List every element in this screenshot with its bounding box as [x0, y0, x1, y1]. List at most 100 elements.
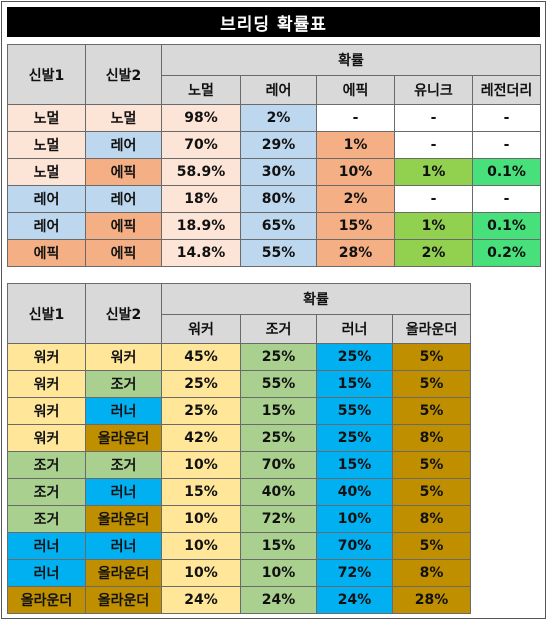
- probability-cell: 18%: [161, 185, 241, 213]
- shoe2-cell: 노멀: [85, 104, 162, 132]
- probability-cell: 25%: [316, 424, 393, 452]
- type-probability-table: 신발1 신발2 확률 워커 조거 러너 올라운더 워커 워커 45% 25% 25% 5%…: [7, 283, 471, 614]
- shoe1-cell: 조거: [7, 451, 86, 479]
- shoe1-cell: 노멀: [7, 131, 86, 159]
- probability-cell: 15%: [316, 370, 393, 398]
- shoe2-cell: 조거: [85, 451, 162, 479]
- shoe2-cell: 러너: [85, 478, 162, 506]
- header-rare: 레어: [240, 75, 317, 105]
- shoe2-cell: 올라운더: [85, 505, 162, 533]
- page-title: 브리딩 확률표: [7, 7, 540, 37]
- probability-cell: 25%: [161, 370, 241, 398]
- probability-cell: 5%: [392, 370, 471, 398]
- header-unique: 유니크: [394, 75, 473, 105]
- probability-cell: 2%: [394, 239, 473, 267]
- probability-cell: -: [316, 104, 395, 132]
- probability-cell: 40%: [316, 478, 393, 506]
- table-row: 워커 러너 25% 15% 55% 5%: [7, 397, 471, 425]
- shoe1-cell: 노멀: [7, 104, 86, 132]
- probability-cell: 58.9%: [161, 158, 241, 186]
- probability-cell: -: [394, 131, 473, 159]
- probability-cell: 8%: [392, 424, 471, 452]
- probability-cell: 14.8%: [161, 239, 241, 267]
- probability-cell: 10%: [161, 451, 241, 479]
- probability-cell: 65%: [240, 212, 317, 240]
- shoe1-cell: 러너: [7, 532, 86, 560]
- shoe1-cell: 조거: [7, 505, 86, 533]
- table-row: 레어 에픽 18.9% 65% 15% 1% 0.1%: [7, 212, 541, 240]
- probability-cell: 15%: [240, 397, 317, 425]
- shoe1-cell: 에픽: [7, 239, 86, 267]
- shoe2-cell: 워커: [85, 343, 162, 371]
- table-row: 조거 조거 10% 70% 15% 5%: [7, 451, 471, 479]
- probability-cell: 15%: [316, 212, 395, 240]
- shoe1-cell: 러너: [7, 559, 86, 587]
- table-row: 노멀 에픽 58.9% 30% 10% 1% 0.1%: [7, 158, 541, 186]
- probability-cell: 40%: [240, 478, 317, 506]
- shoe1-cell: 올라운더: [7, 586, 86, 614]
- probability-cell: 2%: [240, 104, 317, 132]
- header-shoe1: 신발1: [7, 283, 86, 344]
- probability-cell: 10%: [316, 158, 395, 186]
- probability-cell: 25%: [316, 343, 393, 371]
- probability-cell: -: [472, 104, 541, 132]
- probability-cell: 25%: [240, 343, 317, 371]
- table-row: 러너 러너 10% 15% 70% 5%: [7, 532, 471, 560]
- probability-cell: 1%: [394, 212, 473, 240]
- shoe2-cell: 레어: [85, 185, 162, 213]
- probability-cell: 10%: [240, 559, 317, 587]
- header-legendary: 레전더리: [472, 75, 541, 105]
- probability-cell: 72%: [240, 505, 317, 533]
- probability-cell: 15%: [161, 478, 241, 506]
- probability-cell: 30%: [240, 158, 317, 186]
- probability-cell: 8%: [392, 505, 471, 533]
- table-row: 워커 조거 25% 55% 15% 5%: [7, 370, 471, 398]
- probability-cell: 28%: [316, 239, 395, 267]
- probability-cell: 0.2%: [472, 239, 541, 267]
- probability-cell: 55%: [240, 239, 317, 267]
- probability-cell: 45%: [161, 343, 241, 371]
- shoe1-cell: 레어: [7, 185, 86, 213]
- probability-cell: 80%: [240, 185, 317, 213]
- table-row: 워커 워커 45% 25% 25% 5%: [7, 343, 471, 371]
- header-probability: 확률: [161, 44, 541, 76]
- table-row: 조거 러너 15% 40% 40% 5%: [7, 478, 471, 506]
- probability-cell: 70%: [316, 532, 393, 560]
- probability-cell: 0.1%: [472, 212, 541, 240]
- probability-cell: 0.1%: [472, 158, 541, 186]
- probability-cell: -: [394, 104, 473, 132]
- shoe2-cell: 에픽: [85, 158, 162, 186]
- probability-cell: 55%: [316, 397, 393, 425]
- probability-cell: 10%: [316, 505, 393, 533]
- probability-cell: 5%: [392, 478, 471, 506]
- header-allrounder: 올라운더: [392, 314, 471, 344]
- header-shoe1: 신발1: [7, 44, 86, 105]
- header-walker: 워커: [161, 314, 241, 344]
- shoe2-cell: 에픽: [85, 212, 162, 240]
- table-row: 레어 레어 18% 80% 2% - -: [7, 185, 541, 213]
- probability-cell: 8%: [392, 559, 471, 587]
- shoe1-cell: 워커: [7, 397, 86, 425]
- probability-cell: 25%: [240, 424, 317, 452]
- table-row: 노멀 노멀 98% 2% - - -: [7, 104, 541, 132]
- probability-cell: 55%: [240, 370, 317, 398]
- header-epic: 에픽: [316, 75, 395, 105]
- probability-cell: 70%: [240, 451, 317, 479]
- shoe1-cell: 노멀: [7, 158, 86, 186]
- shoe2-cell: 러너: [85, 532, 162, 560]
- probability-cell: 10%: [161, 532, 241, 560]
- header-runner: 러너: [316, 314, 393, 344]
- probability-cell: -: [472, 185, 541, 213]
- table-row: 워커 올라운더 42% 25% 25% 8%: [7, 424, 471, 452]
- probability-cell: 24%: [240, 586, 317, 614]
- shoe2-cell: 에픽: [85, 239, 162, 267]
- probability-cell: 15%: [316, 451, 393, 479]
- probability-cell: 72%: [316, 559, 393, 587]
- header-shoe2: 신발2: [85, 283, 162, 344]
- shoe2-cell: 올라운더: [85, 559, 162, 587]
- probability-cell: 2%: [316, 185, 395, 213]
- header-normal: 노멀: [161, 75, 241, 105]
- table-row: 노멀 레어 70% 29% 1% - -: [7, 131, 541, 159]
- header-probability: 확률: [161, 283, 471, 315]
